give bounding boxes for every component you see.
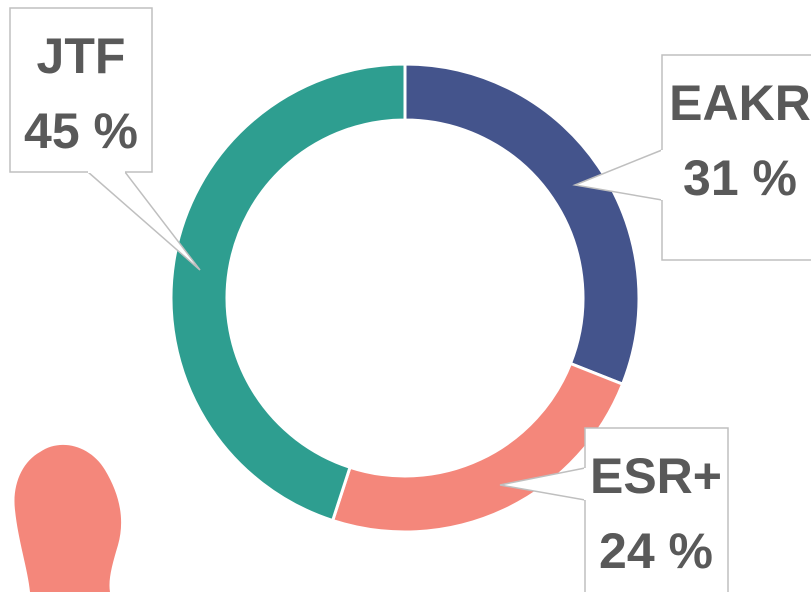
decorative-shape (14, 445, 121, 592)
donut-segment (333, 364, 623, 532)
category-label: EAKR (669, 75, 811, 131)
chart: EAKR 31 % ESR+ 24 % JTF 45 % (0, 0, 811, 592)
category-label: JTF (37, 28, 126, 84)
value-label: 45 % (24, 103, 138, 159)
category-label: ESR+ (590, 448, 722, 504)
donut-segment (405, 64, 639, 384)
donut-segment (171, 64, 405, 521)
value-label: 24 % (599, 523, 713, 579)
value-label: 31 % (683, 150, 797, 206)
